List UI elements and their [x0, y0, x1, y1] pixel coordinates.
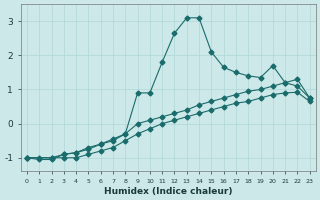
X-axis label: Humidex (Indice chaleur): Humidex (Indice chaleur): [104, 187, 233, 196]
